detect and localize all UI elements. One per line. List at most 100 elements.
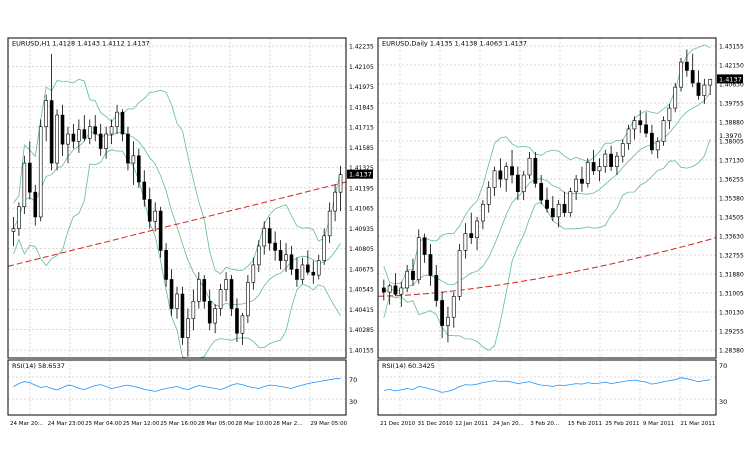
h1-candle (98, 133, 103, 149)
daily-price-tag: 1.4137 (717, 74, 743, 84)
daily-candle (533, 157, 538, 184)
h1-rsi-level-70: 70 (349, 376, 357, 384)
h1-y-tick-label: 1.41845 (349, 104, 374, 111)
h1-x-tick-label: 28 Mar 10:00 (235, 421, 272, 427)
daily-candle (591, 162, 596, 172)
daily-rsi-label: RSI(14) 60.3425 (382, 362, 435, 370)
h1-candle (251, 264, 256, 283)
daily-candle (708, 79, 713, 86)
daily-candle (679, 61, 683, 88)
daily-candle (644, 124, 648, 134)
h1-y-tick-label: 1.41715 (349, 125, 374, 132)
daily-candle (603, 153, 608, 167)
h1-candle (300, 264, 305, 280)
h1-x-tick-label: 29 Mar 05:00 (310, 421, 347, 427)
daily-candle (620, 143, 625, 157)
daily-price-axis: 1.43155 1.42150 1.40630 1.39755 1.38880 1.380… (719, 44, 744, 355)
daily-candle (486, 187, 491, 205)
h1-y-tick-label: 1.40935 (349, 226, 374, 233)
h1-candle (333, 191, 337, 212)
daily-candle (475, 220, 479, 239)
h1-rsi-label: RSI(14) 58.6537 (12, 362, 65, 370)
daily-y-tick-label: 1.33630 (719, 234, 744, 241)
h1-rsi-level-30: 30 (349, 398, 357, 406)
daily-candle (545, 199, 549, 209)
h1-candle (197, 279, 201, 302)
daily-candle (632, 120, 637, 130)
daily-candle (684, 61, 689, 71)
daily-rsi-grid (378, 360, 716, 415)
h1-y-tick-label: 1.41065 (349, 206, 374, 213)
h1-candle (82, 129, 87, 139)
daily-y-tick-label: 1.43155 (719, 44, 744, 51)
daily-x-tick-label: 25 Feb 2011 (605, 421, 639, 427)
daily-rsi-frame (377, 359, 717, 416)
daily-candle (510, 166, 514, 176)
h1-candle (55, 114, 59, 164)
daily-candle (469, 233, 474, 239)
daily-candle (457, 249, 462, 297)
daily-candle (562, 203, 567, 213)
daily-candle (521, 174, 526, 193)
h1-candle (262, 228, 267, 247)
h1-candle (267, 228, 272, 244)
h1-candle (126, 133, 130, 164)
h1-candle (33, 191, 38, 218)
h1-x-tick-label: 24 Mar 23:00 (48, 421, 85, 427)
daily-candle (399, 287, 404, 295)
h1-long-ma-line (7, 181, 347, 267)
daily-candle (638, 120, 643, 126)
h1-price-frame (7, 37, 347, 359)
daily-candle (504, 166, 509, 180)
h1-candle (131, 155, 136, 164)
h1-y-tick-label: 1.41195 (349, 185, 374, 192)
daily-y-tick-label: 1.31005 (719, 291, 744, 298)
h1-candles (11, 54, 343, 357)
h1-candle (169, 279, 174, 309)
daily-y-tick-label: 1.37130 (719, 158, 744, 165)
daily-x-tick-label: 3 Feb 20... (530, 421, 559, 427)
h1-candle (147, 199, 152, 222)
h1-candle (235, 308, 239, 334)
daily-x-tick-label: 31 Dec 2010 (418, 421, 454, 427)
daily-y-tick-label: 1.28380 (719, 348, 744, 355)
h1-candle (224, 279, 228, 290)
daily-x-tick-label: 9 Mar 2011 (643, 421, 674, 427)
daily-candle (411, 270, 415, 280)
daily-x-tick-label: 21 Mar 2011 (680, 421, 715, 427)
h1-price-grid (8, 38, 346, 358)
h1-candle (158, 210, 163, 251)
h1-candle (60, 114, 65, 145)
h1-y-tick-label: 1.40285 (349, 327, 374, 334)
h1-candle (213, 308, 217, 324)
daily-band-upper (383, 44, 711, 285)
h1-rsi-frame (7, 359, 347, 416)
daily-y-tick-label: 1.38880 (719, 120, 744, 127)
h1-x-tick-label: 25 Mar 04:00 (85, 421, 122, 427)
h1-band-upper (13, 78, 341, 275)
h1-price-tag-label: 1.4137 (349, 171, 372, 179)
daily-candle (661, 120, 666, 142)
h1-x-tick-label: 24 Mar 20... (10, 421, 43, 427)
h1-chart-title: EURUSD,H1 1.4128 1.4143 1.4112 1.4137 (12, 40, 150, 48)
h1-candle (229, 279, 234, 309)
h1-candle (316, 260, 321, 276)
h1-y-tick-label: 1.42105 (349, 64, 374, 71)
daily-candle (416, 237, 421, 280)
h1-y-tick-label: 1.41585 (349, 145, 374, 152)
h1-candle (240, 315, 245, 334)
daily-candle (550, 208, 555, 218)
h1-candle (306, 264, 310, 273)
daily-y-tick-label: 1.39755 (719, 101, 744, 108)
h1-x-tick-label: 25 Mar 16:00 (160, 421, 197, 427)
daily-candle (527, 157, 532, 176)
h1-candle (104, 133, 108, 149)
h1-x-tick-label: 25 Mar 12:00 (123, 421, 160, 427)
daily-x-tick-label: 21 Dec 2010 (380, 421, 416, 427)
daily-candle (428, 254, 433, 276)
h1-y-tick-label: 1.42235 (349, 44, 374, 51)
h1-candle (137, 155, 141, 183)
h1-candle (186, 318, 190, 338)
h1-x-tick-label: 28 Mar 05:00 (198, 421, 235, 427)
